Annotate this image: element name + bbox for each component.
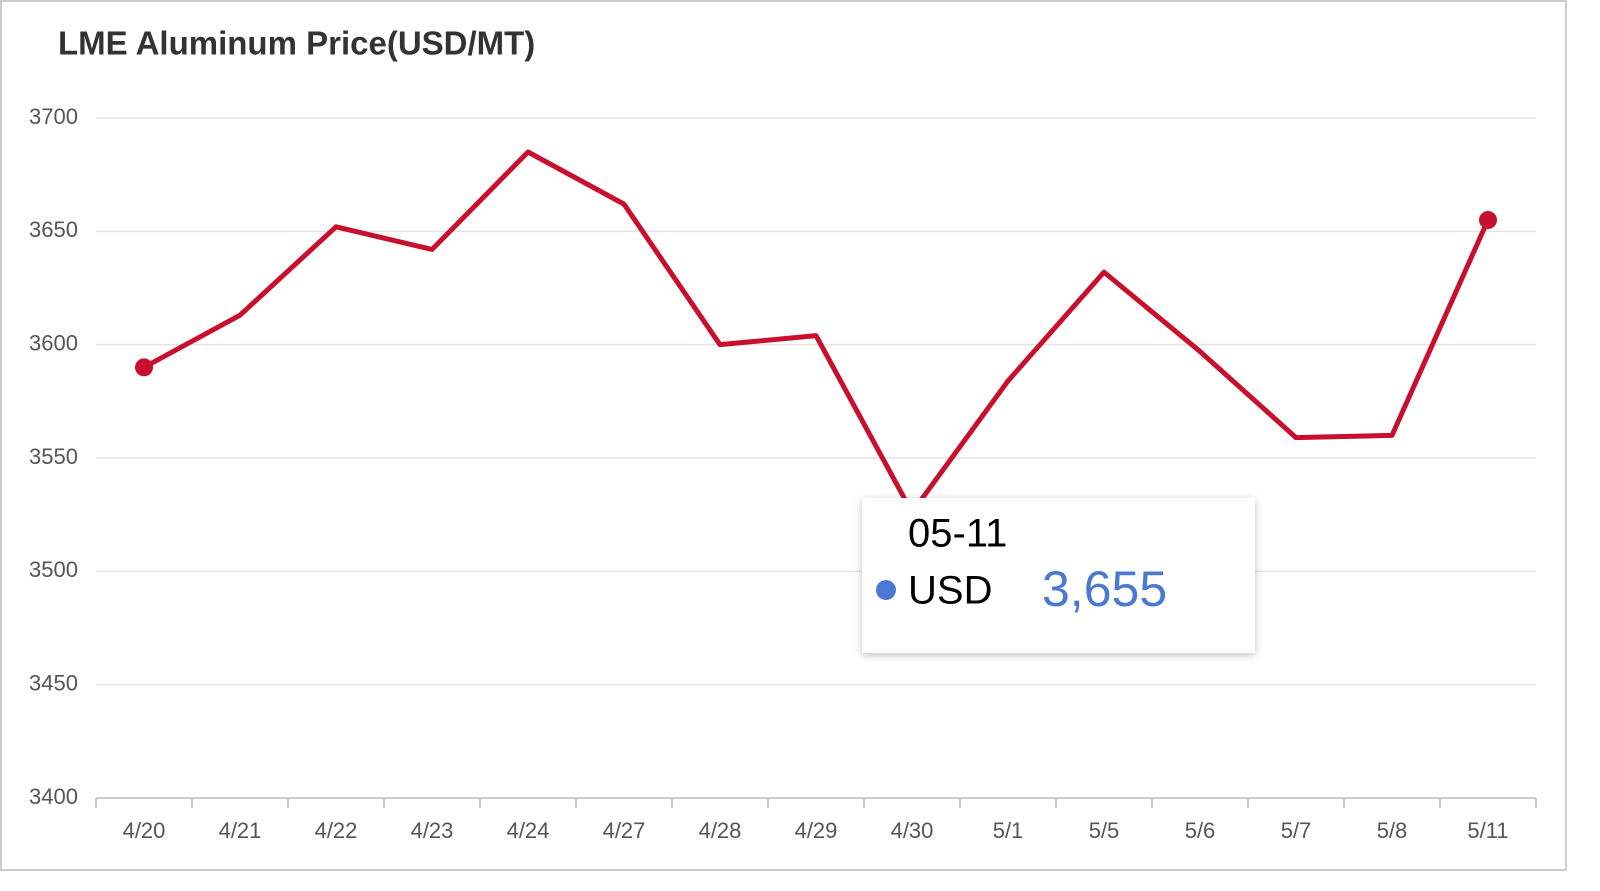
y-tick-label: 3400 <box>29 784 78 809</box>
tooltip: 05-11 USD 3,655 <box>862 498 1255 653</box>
y-tick-label: 3450 <box>29 670 78 695</box>
x-tick-label: 4/27 <box>603 818 646 843</box>
x-tick-label: 4/29 <box>795 818 838 843</box>
x-tick-label: 5/11 <box>1467 818 1508 843</box>
x-tick-label: 5/1 <box>993 818 1024 843</box>
x-tick-label: 4/23 <box>411 818 454 843</box>
x-tick-label: 5/7 <box>1281 818 1312 843</box>
tooltip-title: 05-11 <box>908 512 1007 556</box>
end-marker <box>1479 211 1497 229</box>
tooltip-series: USD <box>908 569 992 613</box>
x-tick-label: 5/8 <box>1377 818 1408 843</box>
y-tick-label: 3700 <box>29 104 78 129</box>
y-tick-label: 3500 <box>29 557 78 582</box>
tooltip-box <box>862 498 1255 653</box>
x-tick-label: 4/22 <box>315 818 358 843</box>
x-tick-label: 4/28 <box>699 818 742 843</box>
tooltip-value: 3,655 <box>1042 561 1167 617</box>
x-tick-label: 4/24 <box>507 818 550 843</box>
x-tick-label: 4/21 <box>219 818 262 843</box>
x-tick-label: 5/6 <box>1185 818 1216 843</box>
x-tick-label: 4/30 <box>891 818 934 843</box>
y-tick-label: 3650 <box>29 217 78 242</box>
y-tick-label: 3600 <box>29 330 78 355</box>
x-tick-label: 5/5 <box>1089 818 1120 843</box>
chart-title: LME Aluminum Price(USD/MT) <box>58 25 535 62</box>
line <box>142 149 1491 515</box>
x-tick-label: 4/20 <box>123 818 166 843</box>
tooltip-dot <box>876 580 896 600</box>
end-marker <box>135 358 153 377</box>
y-tick-label: 3550 <box>29 444 78 469</box>
